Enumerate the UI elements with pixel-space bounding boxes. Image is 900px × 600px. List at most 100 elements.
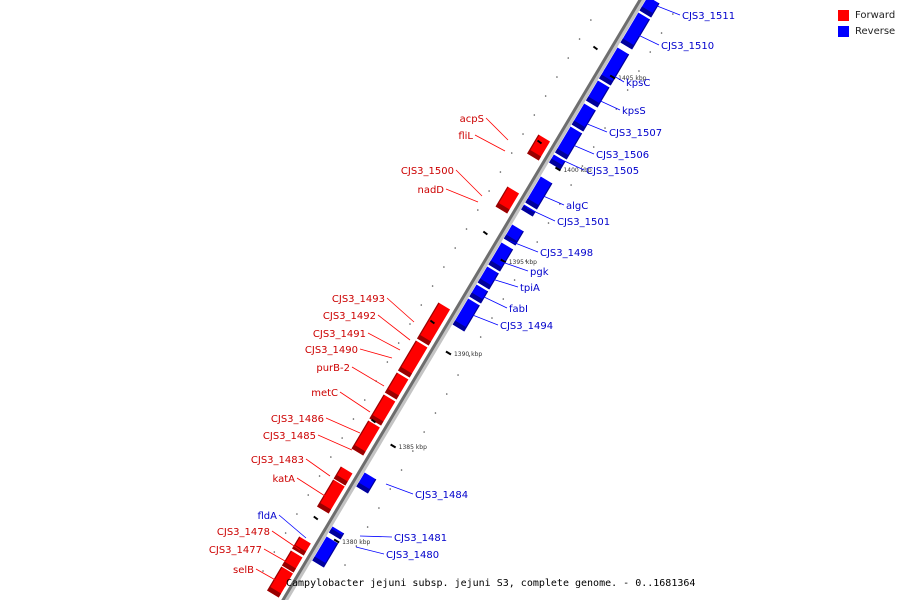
minor-dot <box>626 89 629 91</box>
minor-dot <box>536 241 538 243</box>
forward-gene-label: selB <box>233 565 254 576</box>
minor-dot <box>660 32 663 34</box>
reverse-leader <box>603 69 625 83</box>
legend-forward: Forward <box>838 8 900 23</box>
forward-leader <box>367 332 401 351</box>
minor-tick <box>536 139 543 145</box>
forward-leader <box>317 434 353 451</box>
forward-gene-block <box>267 566 293 598</box>
minor-dot <box>457 374 459 376</box>
forward-leader <box>255 568 287 587</box>
forward-leader <box>278 514 307 539</box>
reverse-leader <box>593 97 621 111</box>
reverse-swatch <box>838 26 849 37</box>
minor-dot <box>638 70 640 72</box>
minor-dot <box>363 399 366 401</box>
forward-leader <box>325 417 361 434</box>
forward-gene-label: CJS3_1492 <box>323 311 376 322</box>
minor-dot <box>525 260 527 262</box>
reverse-gene-label: tpiA <box>520 283 540 294</box>
minor-dot <box>355 545 358 547</box>
reverse-gene-block <box>452 298 480 332</box>
reverse-gene-label: CJS3_1501 <box>557 217 610 228</box>
reverse-gene-label: kpsS <box>622 106 646 117</box>
minor-dot <box>567 57 570 59</box>
reverse-gene-block <box>585 80 610 108</box>
minor-dot <box>434 412 437 414</box>
forward-leader <box>474 134 506 152</box>
tick-mark <box>609 74 616 80</box>
reverse-leader <box>651 3 681 16</box>
reverse-gene-label: algC <box>566 201 588 212</box>
minor-dot <box>590 19 592 21</box>
minor-dot <box>420 304 423 306</box>
minor-dot <box>443 266 445 268</box>
forward-gene-label: nadD <box>417 185 444 196</box>
tick-label: 1405 kbp <box>618 75 646 82</box>
reverse-leader <box>533 191 565 206</box>
tick-label: 1390 kbp <box>454 351 482 358</box>
minor-dot <box>344 564 346 566</box>
forward-gene-block <box>495 186 520 214</box>
minor-dot <box>556 76 558 78</box>
reverse-gene-block <box>639 0 660 18</box>
forward-swatch <box>838 10 849 21</box>
minor-dot <box>318 475 321 477</box>
minor-dot <box>273 551 276 553</box>
minor-dot <box>533 114 536 116</box>
forward-gene-block <box>369 394 396 426</box>
minor-dot <box>649 51 652 53</box>
forward-gene-label: CJS3_1485 <box>263 431 316 442</box>
forward-gene-block <box>397 340 428 378</box>
tick-mark <box>500 258 507 264</box>
minor-dot <box>578 38 581 40</box>
reverse-leader <box>481 295 508 309</box>
minor-dot <box>502 298 505 300</box>
minor-dot <box>262 570 264 572</box>
reverse-leader <box>469 313 499 326</box>
minor-dot <box>386 361 389 363</box>
reverse-gene-label: CJS3_1510 <box>661 41 714 52</box>
minor-dot <box>479 336 482 338</box>
forward-gene-block <box>333 466 353 486</box>
reverse-gene-label: kpsC <box>626 78 650 89</box>
tick-mark <box>554 166 561 172</box>
minor-tick <box>482 230 488 236</box>
reverse-gene-label: fabI <box>509 304 528 315</box>
forward-gene-label: metC <box>311 388 338 399</box>
axis-shadow <box>283 0 646 600</box>
reverse-gene-block <box>312 536 339 568</box>
reverse-leader <box>559 158 585 171</box>
minor-dot <box>672 13 674 15</box>
legend: Forward Reverse <box>838 8 900 40</box>
minor-dot <box>581 165 584 167</box>
minor-tick <box>592 45 599 51</box>
forward-leader <box>339 391 371 413</box>
minor-dot <box>592 146 595 148</box>
forward-leader <box>359 348 393 359</box>
forward-gene-label: fldA <box>258 511 278 522</box>
tick-label: 1380 kbp <box>342 539 370 546</box>
legend-reverse-label: Reverse <box>855 26 896 37</box>
minor-dot <box>341 437 343 439</box>
minor-dot <box>412 450 414 452</box>
forward-leader <box>445 188 479 203</box>
reverse-gene-label: CJS3_1498 <box>540 248 593 259</box>
minor-dot <box>510 152 513 154</box>
tick-mark <box>445 350 452 356</box>
minor-dot <box>330 456 332 458</box>
minor-dot <box>547 222 550 224</box>
tick-label: 1385 kbp <box>399 444 427 451</box>
minor-dot <box>445 393 448 395</box>
minor-dot <box>423 431 425 433</box>
minor-dot <box>307 494 310 496</box>
reverse-leader <box>509 240 539 253</box>
reverse-gene-block <box>549 154 566 170</box>
legend-reverse: Reverse <box>838 24 900 39</box>
reverse-leader <box>355 546 385 555</box>
reverse-gene-label: pgk <box>530 267 549 278</box>
reverse-leader <box>526 207 556 222</box>
minor-dot <box>465 228 468 230</box>
forward-leader <box>296 477 326 497</box>
